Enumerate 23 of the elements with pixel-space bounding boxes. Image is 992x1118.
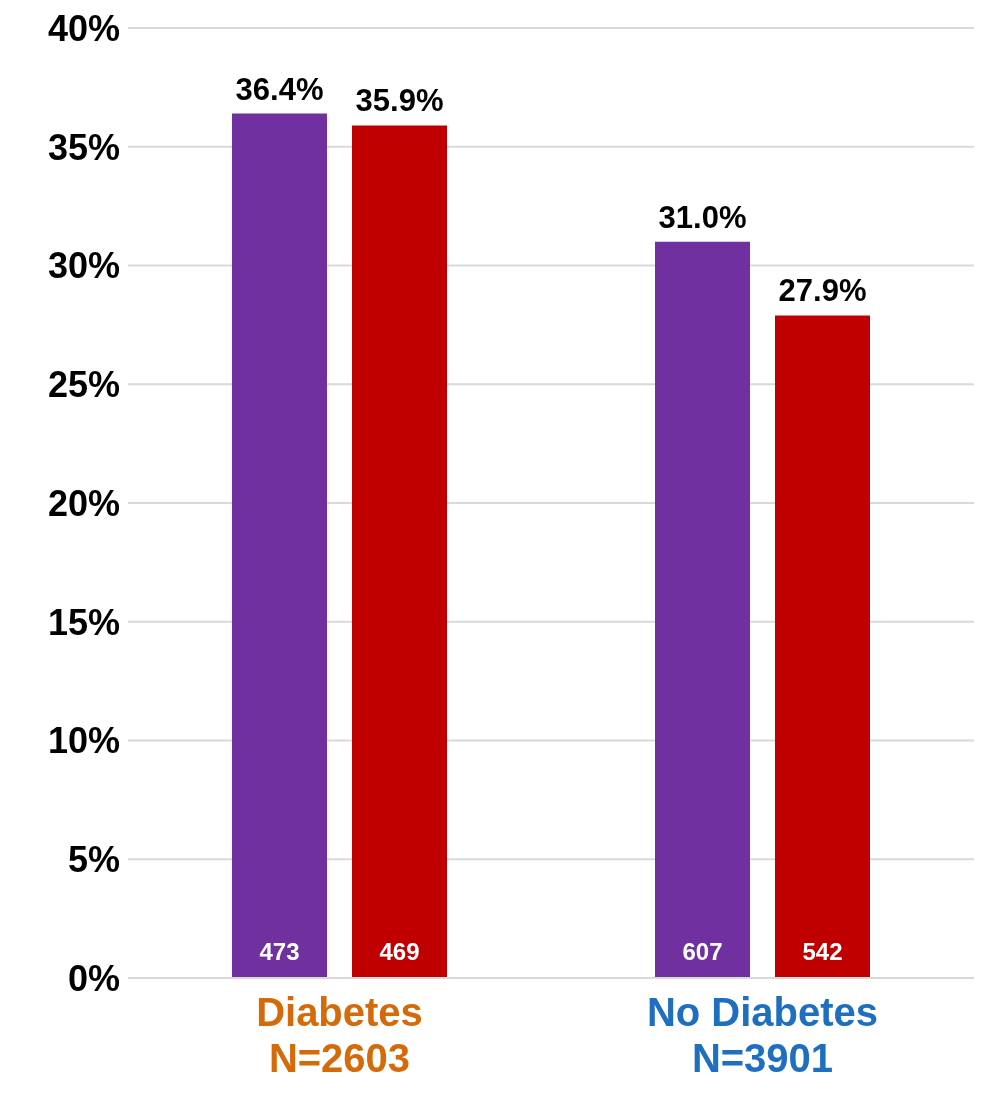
data-label: 31.0% [658, 199, 747, 235]
y-tick-label: 25% [47, 364, 120, 406]
y-tick-label: 15% [47, 601, 120, 643]
bar [232, 113, 327, 978]
x-tick-label: Diabetes N=2603 [256, 990, 423, 1080]
y-tick-label: 30% [47, 245, 120, 287]
y-tick-label: 40% [47, 7, 120, 49]
y-tick-label: 35% [47, 126, 120, 168]
y-tick-label: 20% [47, 482, 120, 524]
bar [352, 125, 447, 978]
data-label: 36.4% [235, 71, 324, 107]
bar [655, 241, 750, 978]
annotation: 542 [802, 938, 843, 965]
y-tick-label: 0% [67, 957, 120, 999]
annotation: 469 [379, 938, 420, 965]
y-tick-label: 5% [67, 839, 120, 881]
bar [775, 315, 870, 978]
data-label: 35.9% [355, 83, 444, 119]
annotation: 473 [259, 938, 300, 965]
y-tick-label: 10% [47, 720, 120, 762]
data-label: 27.9% [778, 273, 867, 309]
x-tick-label: No Diabetes N=3901 [646, 990, 879, 1080]
annotation: 607 [682, 938, 723, 965]
